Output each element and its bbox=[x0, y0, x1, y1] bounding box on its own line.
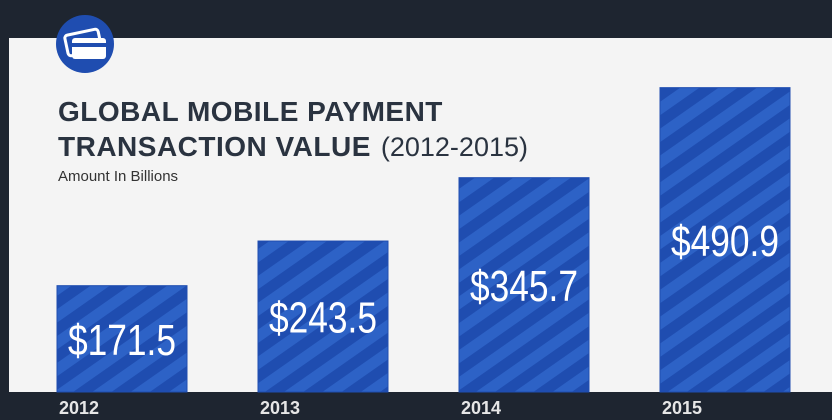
bar bbox=[659, 87, 791, 393]
x-tick-label: 2015 bbox=[662, 398, 702, 418]
icon bbox=[56, 15, 114, 73]
bar bbox=[257, 240, 389, 393]
x-tick-label: 2012 bbox=[59, 398, 99, 418]
bar bbox=[458, 177, 590, 393]
title-note: (2012-2015) bbox=[381, 132, 528, 162]
value-label: $345.7 bbox=[470, 262, 578, 311]
bar bbox=[56, 285, 188, 393]
chart-title: GLOBAL MOBILE PAYMENT bbox=[58, 96, 443, 127]
subtitle: Amount In Billions bbox=[58, 168, 178, 185]
value-label: $243.5 bbox=[269, 294, 377, 343]
x-tick-label: 2014 bbox=[461, 398, 501, 418]
value-label: $490.9 bbox=[671, 217, 779, 266]
value-label: $171.5 bbox=[68, 316, 176, 365]
chart-title: TRANSACTION VALUE bbox=[58, 131, 371, 162]
x-tick-label: 2013 bbox=[260, 398, 300, 418]
